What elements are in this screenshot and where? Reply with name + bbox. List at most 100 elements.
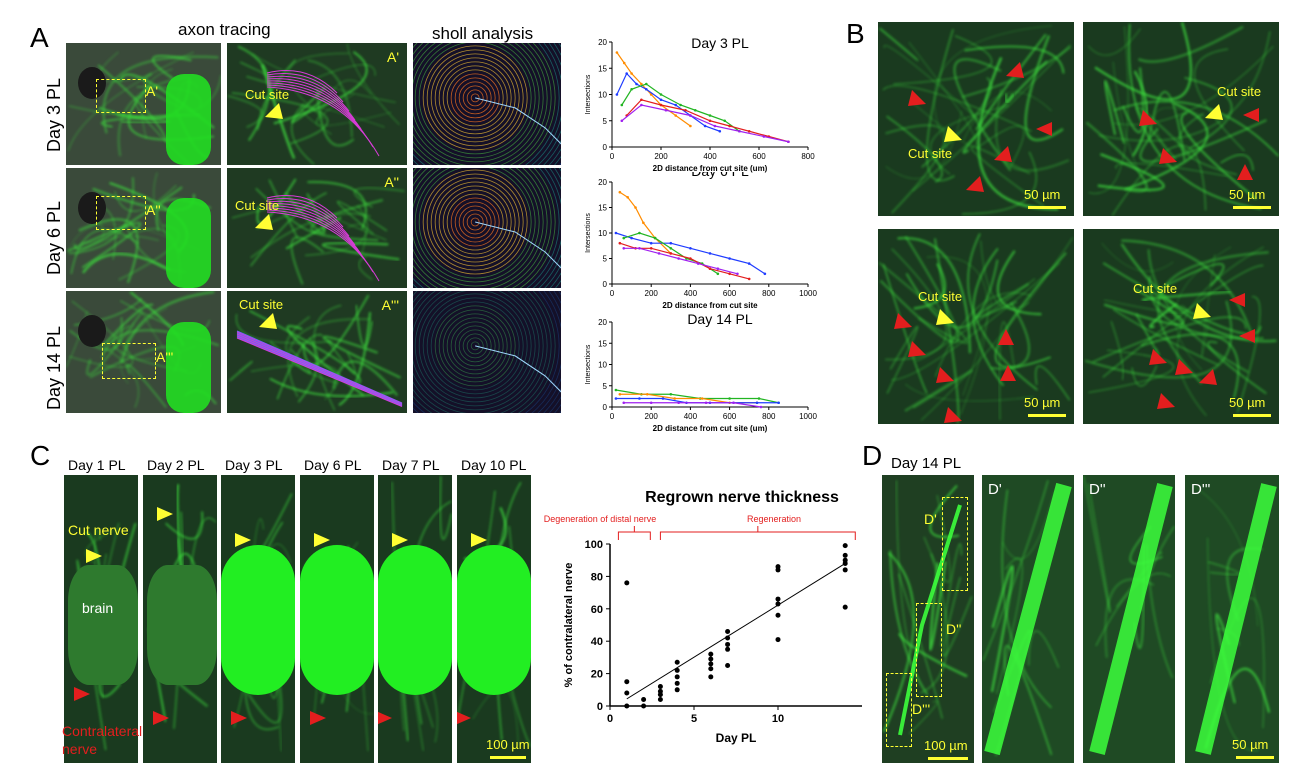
inset-box-label: A''' (156, 349, 174, 365)
y-tick-label: 0 (603, 280, 608, 289)
data-point (677, 401, 680, 405)
panel-a-image-r1-c1: A' (66, 43, 221, 165)
data-point (762, 135, 766, 138)
y-tick-label: 20 (591, 669, 603, 681)
x-tick-label: 800 (801, 152, 815, 161)
cut-nerve-arrow (86, 549, 102, 563)
data-point (659, 98, 663, 102)
panel-d-main-image: D' D'' D''' 100 µm (882, 475, 974, 763)
brain-tissue (221, 545, 295, 695)
scale-bar-label: 100 µm (924, 738, 968, 753)
panel-c-image-4 (300, 475, 374, 763)
data-point (630, 72, 633, 75)
x-axis-label: 2D distance from cut site (662, 301, 758, 310)
brain-region (166, 73, 211, 165)
degeneration-arrow (1229, 293, 1245, 307)
brain-tissue (300, 545, 374, 695)
cut-nerve-arrow (471, 533, 487, 547)
degeneration-arrow (966, 176, 984, 192)
x-tick-label: 800 (762, 412, 776, 421)
panel-d-day-label: Day 14 PL (891, 455, 962, 472)
y-tick-label: 20 (598, 178, 607, 187)
y-axis-label: Intersections (585, 74, 592, 114)
eye-region (78, 67, 106, 100)
y-tick-label: 80 (591, 571, 603, 583)
panel-c-image-3 (221, 475, 295, 763)
inset-panel-label: A' (386, 49, 399, 65)
panel-b-image-2: Cut site 50 µm (1083, 22, 1279, 216)
data-point (634, 206, 637, 209)
y-tick-label: 0 (603, 403, 608, 412)
panel-a-image-r3-c3 (413, 291, 561, 413)
brain-tissue (147, 565, 217, 685)
brain-region (166, 321, 211, 413)
data-point (626, 196, 629, 199)
panel-letter-a: A (30, 22, 49, 53)
y-tick-label: 20 (598, 38, 607, 47)
cut-site-arrow (255, 214, 273, 230)
data-point (842, 604, 848, 610)
data-point (728, 397, 731, 400)
data-point (738, 129, 741, 133)
data-point (657, 684, 663, 690)
cut-site-arrow (259, 313, 277, 329)
x-tick-label: 400 (684, 289, 698, 298)
bracket-degeneration (617, 526, 651, 540)
degeneration-arrow (944, 407, 962, 423)
data-point (641, 703, 647, 709)
data-point (725, 628, 731, 634)
data-point (664, 108, 668, 112)
inset-label: D'' (946, 621, 962, 637)
inset-box-label: A'' (146, 202, 161, 218)
data-point (775, 596, 781, 602)
data-point (842, 567, 848, 573)
data-point (842, 552, 848, 558)
panel-a-image-r2-c1: A'' (66, 168, 221, 288)
x-axis-label: 2D distance from cut site (um) (653, 424, 768, 433)
scale-bar-bar (490, 756, 526, 759)
brain-tissue (68, 565, 138, 685)
data-point (618, 190, 622, 194)
cut-site-label: Cut site (235, 198, 280, 213)
contralateral-arrow (378, 711, 392, 725)
scale-bar-label: 50 µm (1024, 187, 1061, 202)
data-point (689, 114, 692, 117)
data-point (716, 272, 720, 276)
zoom-label: D' (988, 481, 1002, 498)
inset-box (102, 343, 156, 379)
data-point (725, 641, 731, 647)
degeneration-arrow (1149, 349, 1167, 365)
panel-letter-d: D (862, 440, 883, 471)
x-tick-label: 1000 (799, 289, 817, 298)
data-point (763, 272, 767, 276)
y-tick-label: 60 (591, 604, 603, 616)
data-point (775, 567, 781, 573)
cut-site-label: Cut site (1217, 84, 1262, 99)
cut-site-arrow (936, 309, 954, 325)
degeneration-arrow (1199, 369, 1217, 385)
data-point (679, 103, 682, 107)
y-tick-label: 5 (603, 382, 608, 391)
panel-a-image-r1-c3 (413, 43, 561, 165)
data-point (653, 236, 657, 240)
data-point (620, 119, 624, 123)
scale-bar-label: 50 µm (1229, 187, 1266, 202)
scale-bar-zoom-bar (1236, 756, 1274, 759)
panel-d-zoom-image-2: D'' (1083, 475, 1175, 763)
data-point (842, 560, 848, 566)
degeneration-arrow (1036, 122, 1052, 136)
data-point (657, 252, 661, 255)
day-label-2: Day 2 PL (147, 457, 205, 473)
data-point (708, 674, 714, 680)
data-point (669, 247, 673, 250)
y-tick-label: 10 (598, 229, 607, 238)
data-point (669, 241, 673, 245)
bracket-regeneration (659, 526, 856, 540)
inset-box-label: A' (146, 83, 159, 99)
series-line (623, 402, 762, 408)
y-tick-label: 5 (603, 255, 608, 264)
panel-c-image-1 (64, 475, 138, 763)
x-axis-label: Day PL (716, 731, 757, 745)
data-point (615, 93, 619, 96)
x-tick-label: 0 (610, 289, 615, 298)
